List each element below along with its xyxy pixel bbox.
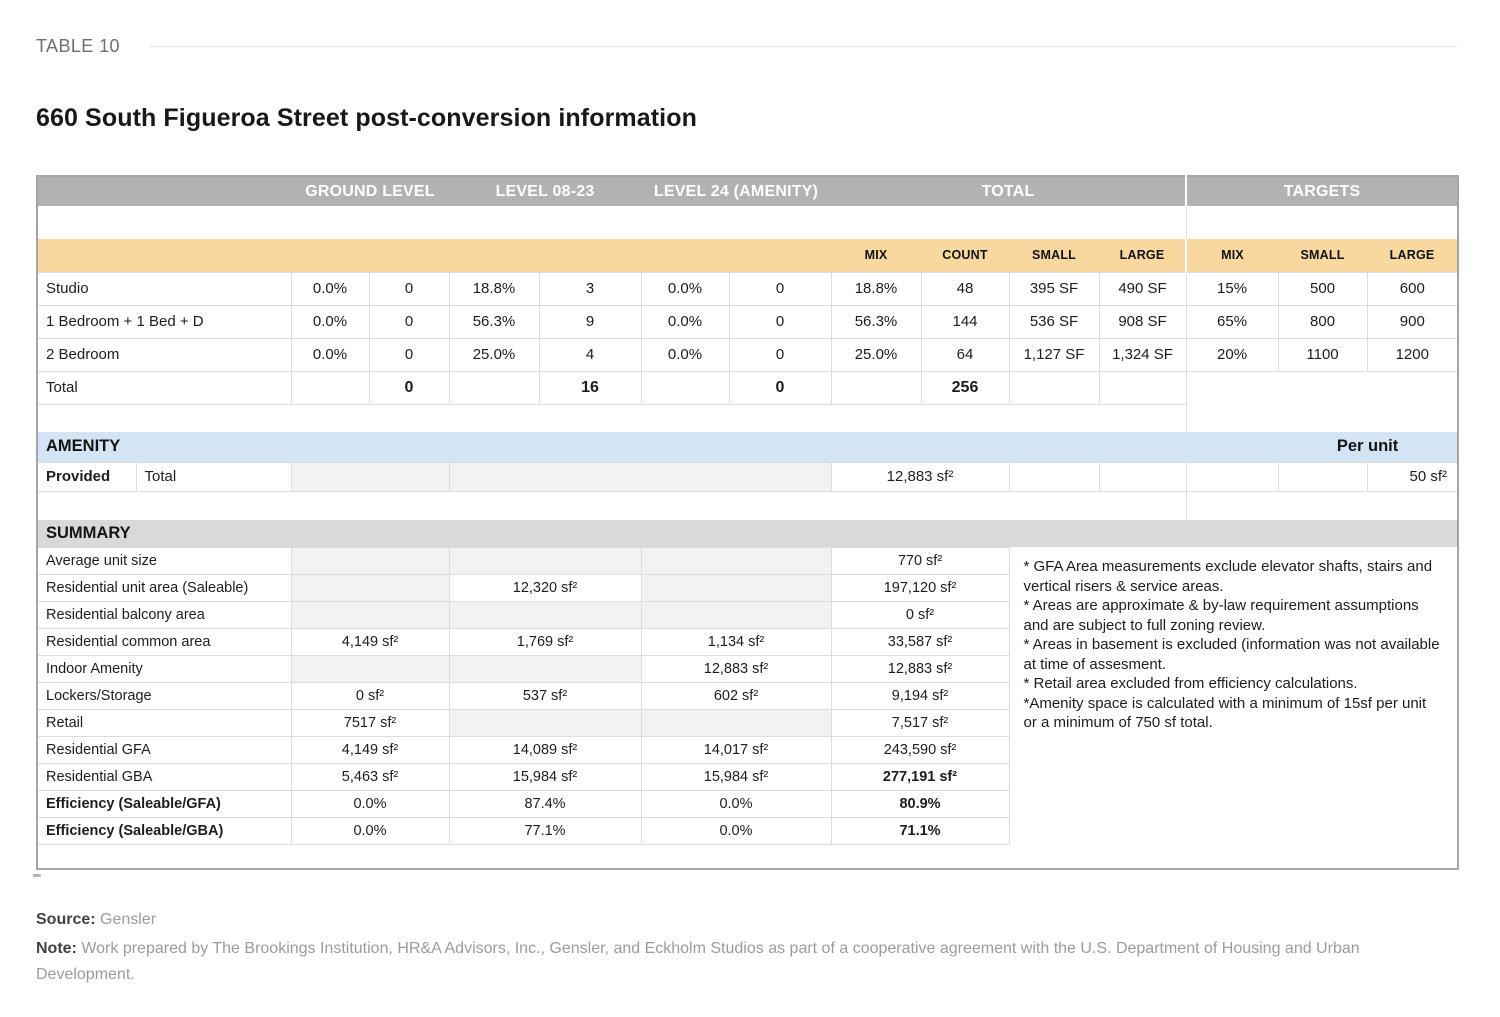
total-l08-count: 16 xyxy=(538,370,642,405)
note-line: * GFA Area measurements exclude elevator… xyxy=(1023,558,1433,595)
group-header-level-24: LEVEL 24 (AMENITY) xyxy=(641,176,831,206)
provided-label: Provided xyxy=(36,461,137,492)
table-kicker-row: TABLE 10 xyxy=(36,36,1457,57)
source-label: Source: xyxy=(36,911,96,928)
group-header-targets: TARGETS xyxy=(1185,176,1459,206)
note-line: * Areas in basement is excluded (informa… xyxy=(1023,636,1440,673)
provided-sublabel: Total xyxy=(135,461,292,492)
summary-row-residential-unit-area: Residential unit area (Saleable) 12,320 … xyxy=(36,573,1458,602)
summary-row-indoor-amenity: Indoor Amenity 12,883 sf² 12,883 sf² xyxy=(36,654,1458,683)
page-title: 660 South Figueroa Street post-conversio… xyxy=(36,104,697,132)
conversion-info-table: GROUND LEVEL LEVEL 08-23 LEVEL 24 (AMENI… xyxy=(36,175,1460,870)
summary-section-title: SUMMARY xyxy=(37,520,1459,547)
group-header-row: GROUND LEVEL LEVEL 08-23 LEVEL 24 (AMENI… xyxy=(37,176,1459,206)
col-header-total-small: SMALL xyxy=(1009,239,1099,272)
source-value: Gensler xyxy=(100,911,157,928)
table-anchor-artifact xyxy=(33,874,41,877)
unit-row-1-bedroom: 1 Bedroom + 1 Bed + D 0.0% 0 56.3% 9 0.0… xyxy=(36,304,1459,339)
group-header-total: TOTAL xyxy=(831,176,1187,206)
spacer-row xyxy=(37,404,1459,432)
summary-row-residential-common-area: Residential common area 4,149 sf² 1,769 … xyxy=(36,627,1458,656)
col-header-total-count: COUNT xyxy=(921,239,1009,272)
total-l24-count: 0 xyxy=(728,370,832,405)
amenity-section-title: AMENITY xyxy=(37,432,1187,462)
summary-header-row: SUMMARY xyxy=(37,520,1459,547)
kicker-divider xyxy=(149,46,1457,47)
group-header-level-08-23: LEVEL 08-23 xyxy=(449,176,641,206)
col-header-targets-mix: MIX xyxy=(1185,239,1279,272)
note-line: * Areas are approximate & by-law require… xyxy=(1023,597,1419,634)
row-label: 1 Bedroom + 1 Bed + D xyxy=(36,304,292,339)
total-ground-count: 0 xyxy=(368,370,450,405)
summary-row-residential-balcony-area: Residential balcony area 0 sf² xyxy=(36,600,1458,629)
note-line: *Amenity space is calculated with a mini… xyxy=(1023,694,1427,732)
col-header-total-mix: MIX xyxy=(831,239,921,272)
spacer-row xyxy=(37,844,1458,869)
source-line: Source: Gensler xyxy=(36,907,1376,933)
unit-row-studio: Studio 0.0% 0 18.8% 3 0.0% 0 18.8% 48 39… xyxy=(36,271,1459,306)
group-header-ground-level: GROUND LEVEL xyxy=(291,176,449,206)
group-header-spacer xyxy=(37,176,291,206)
note-line: Note: Work prepared by The Brookings Ins… xyxy=(36,936,1376,988)
amenity-per-unit-value: 50 sf² xyxy=(1366,461,1459,492)
amenity-header-row: AMENITY Per unit xyxy=(37,432,1459,462)
row-label: 2 Bedroom xyxy=(36,337,292,372)
col-header-targets-small: SMALL xyxy=(1278,239,1368,272)
unit-row-2-bedroom: 2 Bedroom 0.0% 0 25.0% 4 0.0% 0 25.0% 64… xyxy=(36,337,1459,372)
unit-total-row: Total 0 16 0 256 xyxy=(36,370,1459,405)
note-value: Work prepared by The Brookings Instituti… xyxy=(36,940,1360,983)
summary-notes: * GFA Area measurements exclude elevator… xyxy=(1008,547,1459,844)
summary-row-average-unit-size: Average unit size 770 sf² * GFA Area mea… xyxy=(36,546,1459,844)
row-label: Total xyxy=(36,370,292,405)
page: TABLE 10 660 South Figueroa Street post-… xyxy=(33,36,1460,988)
amenity-provided-total: 12,883 sf² xyxy=(830,461,1010,492)
col-header-total-large: LARGE xyxy=(1099,239,1187,272)
total-overall-count: 256 xyxy=(920,370,1010,405)
table-number-label: TABLE 10 xyxy=(36,36,120,56)
summary-row-efficiency-gba: Efficiency (Saleable/GBA) 0.0% 77.1% 0.0… xyxy=(36,816,1458,845)
spacer-row xyxy=(37,491,1459,520)
amenity-provided-row: Provided Total 12,883 sf² 50 sf² xyxy=(36,461,1459,492)
summary-row-retail: Retail 7517 sf² 7,517 sf² xyxy=(36,708,1458,737)
summary-row-efficiency-gfa: Efficiency (Saleable/GFA) 0.0% 87.4% 0.0… xyxy=(36,789,1458,818)
note-line: * Retail area excluded from efficiency c… xyxy=(1023,675,1358,692)
gap-row xyxy=(37,206,1459,239)
footer: Source: Gensler Note: Work prepared by T… xyxy=(36,907,1376,988)
row-label: Studio xyxy=(36,271,292,306)
subheader-row: MIX COUNT SMALL LARGE MIX SMALL LARGE xyxy=(37,239,1459,272)
col-header-targets-large: LARGE xyxy=(1367,239,1459,272)
per-unit-label: Per unit xyxy=(1278,432,1459,462)
note-label: Note: xyxy=(36,940,77,957)
